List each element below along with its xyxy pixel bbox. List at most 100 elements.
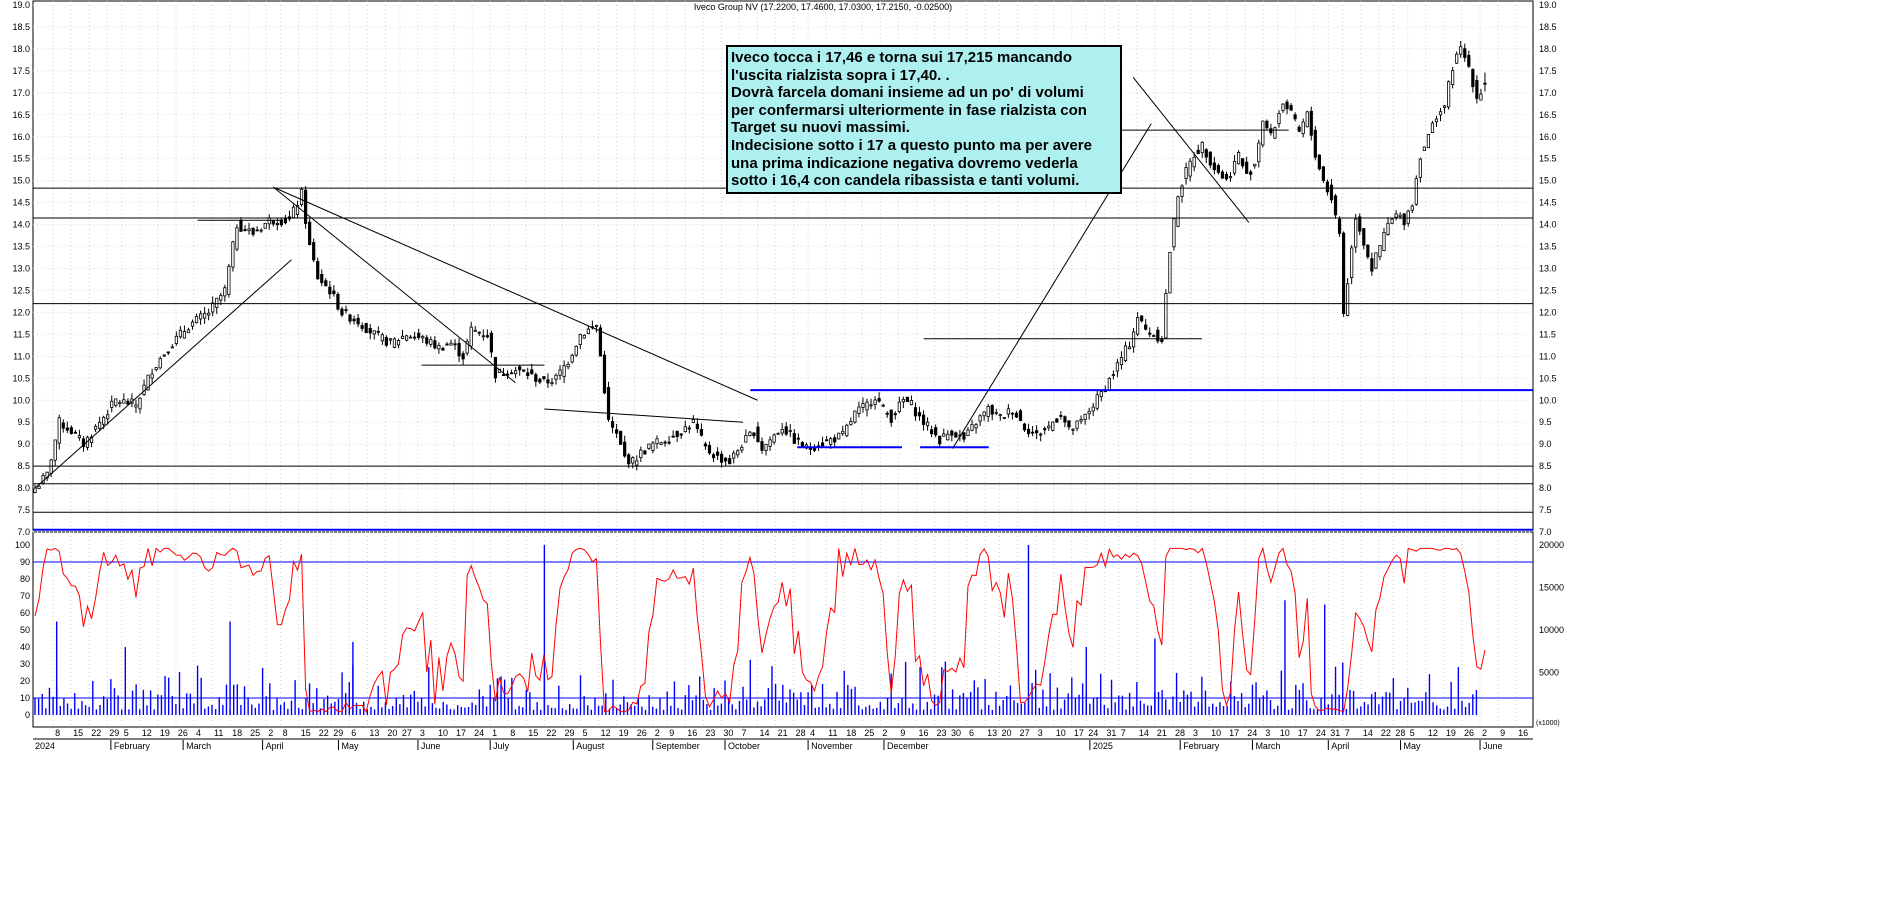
- candle-body: [211, 302, 215, 313]
- candle-body: [1301, 121, 1305, 135]
- candle-body: [150, 373, 154, 379]
- candle-body: [162, 354, 166, 357]
- price-tick-label: 13.0: [1539, 264, 1557, 274]
- candle-body: [833, 437, 837, 443]
- candle-body: [158, 358, 162, 369]
- candle-body: [1261, 120, 1265, 146]
- candle-body: [433, 340, 437, 349]
- month-tick-label: April: [266, 741, 284, 751]
- candle-body: [574, 345, 578, 356]
- candle-body: [643, 450, 647, 455]
- candle-body: [1273, 127, 1277, 139]
- candle-body: [239, 220, 243, 232]
- candle-body: [138, 397, 142, 410]
- month-tick-label: December: [887, 741, 929, 751]
- candle-body: [1172, 218, 1176, 248]
- candle-body: [453, 343, 457, 346]
- candle-body: [1156, 329, 1160, 342]
- candle-body: [857, 406, 861, 415]
- candle-body: [1394, 213, 1398, 218]
- candle-body: [400, 335, 405, 339]
- candle-body: [582, 334, 586, 339]
- candle-body: [845, 424, 849, 437]
- candle-body: [509, 372, 514, 375]
- price-tick-label: 10.0: [12, 395, 30, 405]
- annotation-line: sotto i 16,4 con candela ribassista e ta…: [731, 172, 1080, 190]
- candle-body: [861, 402, 865, 408]
- candle-body: [255, 229, 259, 232]
- candle-body: [1099, 391, 1103, 398]
- price-tick-label: 16.0: [12, 132, 30, 142]
- day-tick-label: 13: [987, 728, 997, 738]
- candle-body: [1402, 213, 1406, 226]
- trend-line: [34, 259, 292, 489]
- candle-body: [1438, 111, 1443, 116]
- candle-body: [267, 217, 271, 225]
- candle-body: [429, 339, 433, 345]
- candle-body: [792, 433, 796, 444]
- candle-body: [372, 330, 376, 335]
- day-tick-label: 4: [196, 728, 201, 738]
- day-tick-label: 14: [760, 728, 770, 738]
- price-tick-label: 14.0: [1539, 220, 1557, 230]
- day-tick-label: 12: [601, 728, 611, 738]
- candle-body: [376, 330, 380, 333]
- price-tick-label: 12.5: [1539, 285, 1557, 295]
- day-tick-label: 28: [796, 728, 806, 738]
- candle-body: [1224, 174, 1229, 180]
- candle-body: [562, 365, 566, 377]
- candle-body: [49, 459, 53, 474]
- day-tick-label: 23: [937, 728, 947, 738]
- day-tick-label: 12: [1428, 728, 1438, 738]
- candle-body: [174, 335, 178, 344]
- oscillator-tick-label: 50: [20, 625, 30, 635]
- candle-body: [259, 229, 263, 232]
- candle-body: [1406, 210, 1410, 224]
- candle-body: [744, 435, 748, 443]
- candle-body: [1366, 244, 1370, 258]
- day-tick-label: 3: [1193, 728, 1198, 738]
- chart-header: Iveco Group NV (17.2200, 17.4600, 17.030…: [694, 2, 952, 12]
- candle-body: [546, 379, 550, 384]
- candle-body: [473, 329, 477, 332]
- candle-body: [1188, 160, 1192, 177]
- candle-body: [1228, 176, 1233, 179]
- month-tick-label: September: [656, 741, 700, 751]
- candle-body: [1087, 410, 1091, 415]
- candle-body: [1095, 394, 1099, 409]
- day-tick-label: 11: [214, 728, 223, 738]
- candle-body: [1410, 205, 1414, 211]
- candle-body: [1459, 46, 1463, 55]
- day-tick-label: 30: [723, 728, 733, 738]
- candle-body: [1152, 335, 1156, 337]
- candle-body: [1249, 171, 1253, 175]
- candle-body: [877, 398, 881, 402]
- day-tick-label: 9: [669, 728, 674, 738]
- day-tick-label: 15: [73, 728, 83, 738]
- candle-body: [1309, 110, 1313, 136]
- price-tick-label: 14.5: [12, 198, 30, 208]
- candle-body: [356, 317, 360, 325]
- price-tick-label: 15.0: [1539, 176, 1557, 186]
- candle-body: [441, 348, 445, 351]
- day-tick-label: 22: [91, 728, 101, 738]
- candle-body: [98, 421, 102, 429]
- price-tick-label: 17.0: [1539, 88, 1557, 98]
- day-tick-label: 6: [351, 728, 356, 738]
- candle-body: [1483, 82, 1487, 85]
- day-tick-label: 9: [900, 728, 905, 738]
- candle-body: [1325, 181, 1330, 193]
- day-tick-label: 2: [655, 728, 660, 738]
- candle-body: [1382, 232, 1386, 251]
- oscillator-tick-label: 90: [20, 557, 30, 567]
- candle-body: [247, 228, 251, 232]
- day-tick-label: 3: [1265, 728, 1270, 738]
- candle-body: [1447, 81, 1451, 108]
- candle-body: [1297, 126, 1301, 132]
- candle-body: [1010, 412, 1015, 415]
- candle-body: [764, 443, 768, 451]
- candle-body: [954, 432, 958, 438]
- day-tick-label: 8: [510, 728, 515, 738]
- candle-body: [849, 421, 853, 426]
- candle-body: [1164, 293, 1168, 339]
